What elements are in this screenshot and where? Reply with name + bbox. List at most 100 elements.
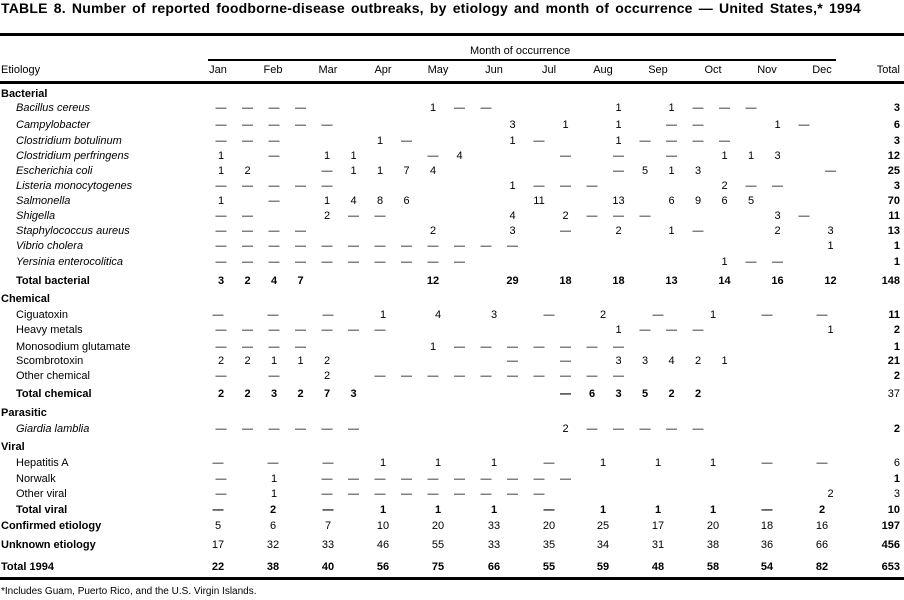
value-cell: 1 [217, 165, 225, 177]
value-cell: 1 [323, 150, 331, 162]
value-cell: 6 [269, 520, 277, 532]
value-cell: — [666, 135, 677, 147]
value-cell: — [454, 473, 465, 485]
value-cell: — [454, 256, 465, 268]
value-cell: 1 [721, 256, 728, 268]
value-cell: — [321, 119, 333, 131]
value-cell: 2 [818, 504, 826, 516]
value-cell: — [427, 256, 439, 268]
value-cell: — [215, 180, 227, 192]
value-cell: 2 [323, 355, 331, 367]
value-cell: — [215, 473, 227, 485]
value-cell: — [692, 102, 704, 114]
row-total: 1 [893, 256, 900, 268]
value-cell: 1 [323, 195, 331, 207]
value-cell: — [374, 370, 386, 382]
value-cell: 33 [487, 539, 501, 551]
group-header-row: Bacterial [0, 88, 904, 102]
row-label: Hepatitis A [16, 457, 69, 469]
row-label: Bacillus cereus [16, 102, 90, 114]
value-cell: 2 [269, 504, 277, 516]
value-cell: 1 [509, 180, 516, 192]
value-cell: 2 [599, 309, 607, 321]
value-cell: 1 [434, 457, 442, 469]
value-cell: 35 [542, 539, 556, 551]
value-cell: — [507, 240, 518, 252]
value-cell: 1 [654, 457, 662, 469]
value-cell: 13 [665, 275, 678, 287]
value-cell: — [268, 180, 280, 192]
value-cell: — [560, 370, 571, 382]
value-cell: 2 [562, 210, 569, 222]
value-cell: 5 [747, 195, 755, 207]
row-total: 11 [888, 309, 900, 321]
value-cell: 48 [651, 561, 665, 573]
value-cell: — [401, 240, 412, 252]
value-cell: 2 [827, 488, 834, 500]
value-cell: — [401, 370, 412, 382]
value-cell: 2 [217, 355, 225, 367]
value-cell: — [348, 488, 359, 500]
value-cell: — [215, 488, 227, 500]
value-cell: 4 [668, 355, 675, 367]
value-cell: — [692, 423, 704, 435]
value-cell: — [772, 256, 783, 268]
value-cell: 36 [760, 539, 774, 551]
value-cell: — [613, 210, 624, 222]
value-cell: 6 [668, 195, 675, 207]
value-cell: — [533, 341, 545, 353]
value-cell: 17 [211, 539, 225, 551]
value-cell: — [639, 423, 651, 435]
value-cell: — [533, 370, 545, 382]
value-cell: 82 [815, 561, 829, 573]
etiology-header: Etiology [1, 64, 41, 76]
value-cell: 9 [694, 195, 702, 207]
value-cell: — [613, 423, 624, 435]
value-cell: — [560, 180, 571, 192]
value-cell: — [586, 341, 598, 353]
value-cell: — [745, 180, 757, 192]
value-cell: 1 [434, 504, 442, 516]
value-cell: — [321, 324, 333, 336]
table-row: Total bacterial 3 2 4 7 12 29 18 18 13 14 16 12 148 [0, 275, 904, 289]
value-cell: — [215, 324, 227, 336]
value-cell: 2 [694, 355, 702, 367]
value-cell: 3 [694, 165, 702, 177]
value-cell: 1 [429, 341, 437, 353]
value-cell: — [613, 165, 624, 177]
header-rule [0, 81, 904, 84]
value-cell: 6 [403, 195, 410, 207]
value-cell: — [348, 256, 359, 268]
value-cell: — [719, 102, 730, 114]
value-cell: — [639, 324, 651, 336]
value-cell: — [295, 324, 306, 336]
value-cell: — [215, 119, 227, 131]
row-label: Heavy metals [16, 324, 83, 336]
value-cell: 2 [429, 225, 437, 237]
footnote: *Includes Guam, Puerto Rico, and the U.S… [1, 586, 257, 597]
value-cell: — [295, 119, 306, 131]
month-group-rule [208, 59, 836, 61]
value-cell: — [242, 324, 253, 336]
table-row: Norwalk — 1 — — — — — — — — — — 1 [0, 473, 904, 487]
value-cell: 46 [376, 539, 390, 551]
row-label: Confirmed etiology [1, 520, 102, 532]
value-cell: — [613, 341, 624, 353]
value-cell: 6 [721, 195, 728, 207]
value-cell: — [586, 423, 598, 435]
value-cell: 20 [706, 520, 720, 532]
value-cell: 2 [244, 355, 251, 367]
value-cell: — [798, 210, 810, 222]
row-label: Shigella [16, 210, 56, 222]
value-cell: — [268, 102, 280, 114]
row-total: 1 [893, 341, 900, 353]
group-header-row: Chemical [0, 293, 904, 307]
row-total: 148 [881, 275, 900, 287]
value-cell: — [321, 165, 333, 177]
value-cell: 8 [376, 195, 384, 207]
value-cell: 1 [721, 355, 728, 367]
value-cell: — [772, 180, 783, 192]
value-cell: 1 [270, 488, 278, 500]
value-cell: 66 [487, 561, 501, 573]
title-rule [0, 33, 904, 36]
